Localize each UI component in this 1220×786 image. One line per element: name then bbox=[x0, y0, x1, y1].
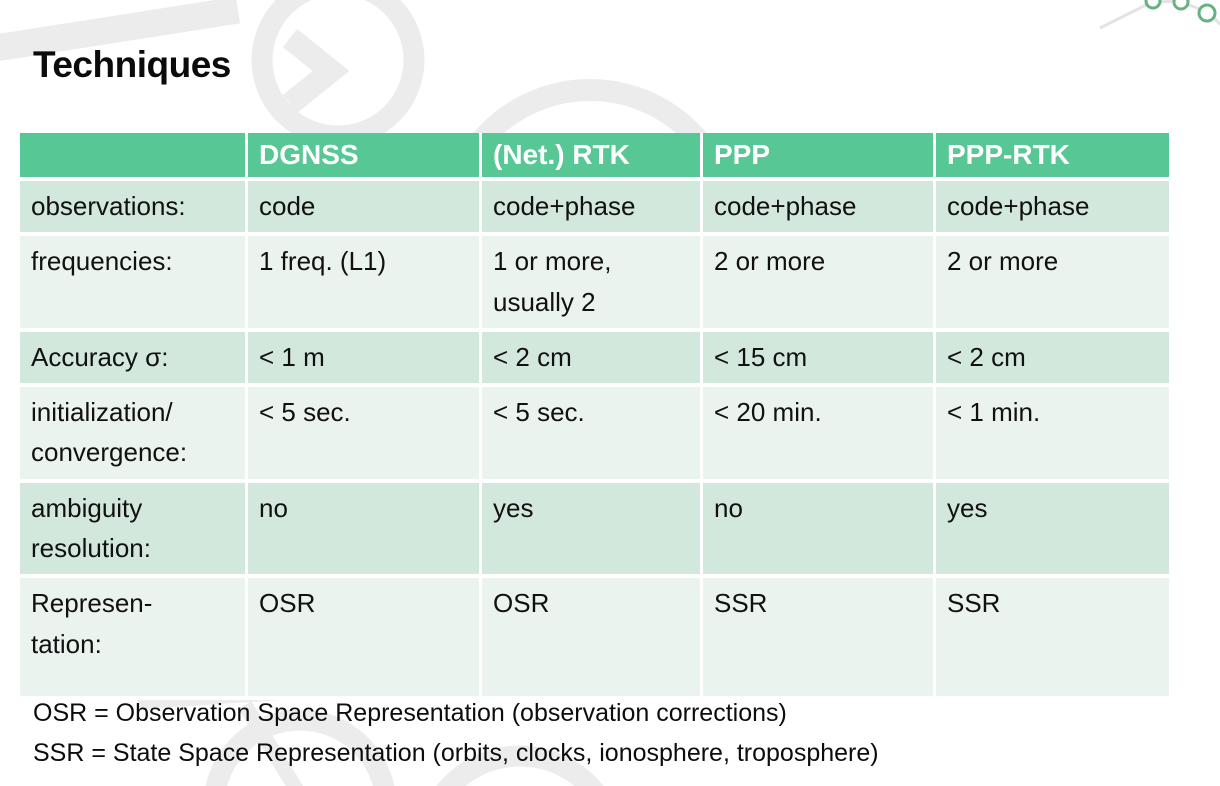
table-row-representation: Represen- tation: OSR OSR SSR SSR bbox=[20, 578, 1169, 701]
node-cluster-graphic bbox=[1099, 0, 1220, 30]
header-ppp: PPP bbox=[703, 133, 936, 181]
table-cell: < 1 m bbox=[248, 331, 482, 388]
header-corner-cell bbox=[20, 133, 248, 181]
table-cell: 1 or more, usually 2 bbox=[482, 236, 703, 332]
watermark-spoke bbox=[238, 701, 304, 786]
table-cell: SSR bbox=[936, 578, 1169, 701]
table-cell: < 5 sec. bbox=[248, 387, 482, 483]
footnote-ssr: SSR = State Space Representation (orbits… bbox=[33, 739, 879, 768]
table-row-ambiguity: ambiguity resolution: no yes no yes bbox=[20, 482, 1169, 579]
table-cell: no bbox=[703, 482, 936, 579]
row-label: Accuracy σ: bbox=[20, 331, 248, 388]
techniques-table: DGNSS (Net.) RTK PPP PPP-RTK observation… bbox=[20, 133, 1169, 701]
table-cell: 2 or more bbox=[703, 236, 936, 332]
table-cell: no bbox=[248, 482, 482, 579]
footnote-osr: OSR = Observation Space Representation (… bbox=[33, 699, 787, 727]
row-label: initialization/ convergence: bbox=[20, 387, 248, 483]
row-label: ambiguity resolution: bbox=[20, 482, 248, 579]
table-row-initialization: initialization/ convergence: < 5 sec. < … bbox=[20, 387, 1169, 483]
table-cell: 1 freq. (L1) bbox=[248, 236, 482, 332]
table-cell: code+phase bbox=[936, 181, 1169, 237]
table-cell: 2 or more bbox=[936, 236, 1169, 332]
table-row-frequencies: frequencies: 1 freq. (L1) 1 or more, usu… bbox=[20, 236, 1169, 332]
row-label: frequencies: bbox=[20, 236, 248, 332]
table-cell: code+phase bbox=[482, 181, 703, 237]
table-cell: < 2 cm bbox=[936, 331, 1169, 388]
watermark-stripe bbox=[0, 0, 241, 61]
table-cell: < 15 cm bbox=[703, 331, 936, 388]
footnotes: OSR = Observation Space Representation (… bbox=[33, 698, 879, 779]
table-header-row: DGNSS (Net.) RTK PPP PPP-RTK bbox=[20, 133, 1169, 181]
table-cell: < 2 cm bbox=[482, 331, 703, 388]
watermark-ring-bottom-right bbox=[436, 745, 604, 786]
node-circle-icon bbox=[1197, 3, 1217, 23]
slide-title: Techniques bbox=[33, 44, 231, 85]
table-cell: OSR bbox=[482, 578, 703, 701]
table-cell: code bbox=[248, 181, 482, 237]
row-label: Represen- tation: bbox=[20, 578, 248, 701]
header-net-rtk: (Net.) RTK bbox=[482, 133, 703, 181]
node-circle-icon bbox=[1172, 0, 1190, 11]
table-cell: yes bbox=[936, 482, 1169, 579]
table-row-accuracy: Accuracy σ: < 1 m < 2 cm < 15 cm < 2 cm bbox=[20, 331, 1169, 388]
table-cell: < 1 min. bbox=[936, 387, 1169, 483]
table-cell: code+phase bbox=[703, 181, 936, 237]
header-ppp-rtk: PPP-RTK bbox=[936, 133, 1169, 181]
table-row-observations: observations: code code+phase code+phase… bbox=[20, 181, 1169, 237]
watermark-ring-bottom-left bbox=[205, 709, 395, 786]
table-cell: SSR bbox=[703, 578, 936, 701]
table-cell: < 5 sec. bbox=[482, 387, 703, 483]
row-label: observations: bbox=[20, 181, 248, 237]
header-dgnss: DGNSS bbox=[248, 133, 482, 181]
table-cell: < 20 min. bbox=[703, 387, 936, 483]
table-cell: yes bbox=[482, 482, 703, 579]
table-cell: OSR bbox=[248, 578, 482, 701]
node-circle-icon bbox=[1144, 0, 1162, 10]
watermark-chevron bbox=[282, 29, 350, 113]
